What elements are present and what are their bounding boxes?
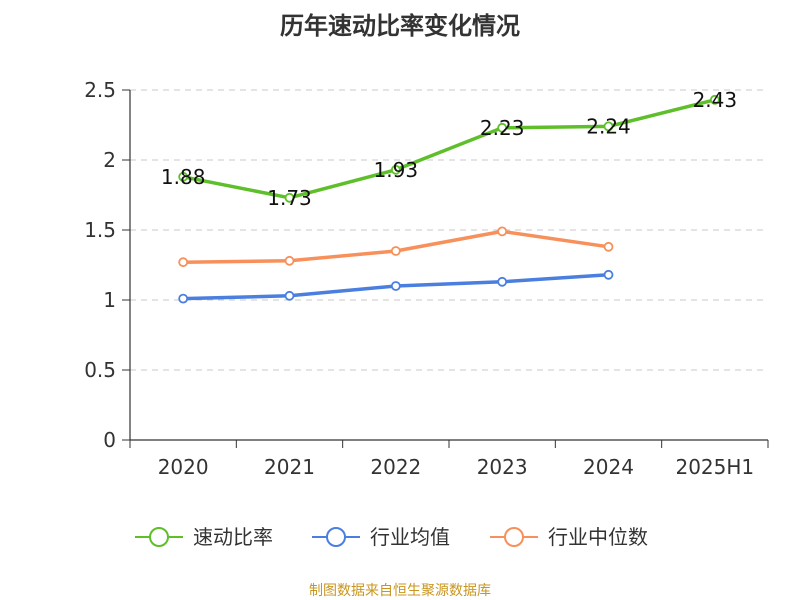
legend-marker <box>504 527 524 547</box>
y-tick-label: 1.5 <box>84 218 116 242</box>
y-tick-label: 2 <box>103 148 116 172</box>
x-tick-label: 2021 <box>264 455 315 479</box>
y-tick-label: 0 <box>103 428 116 452</box>
x-tick-label: 2024 <box>583 455 634 479</box>
data-point <box>390 246 401 256</box>
legend-marker <box>149 527 169 547</box>
x-tick-label: 2020 <box>158 455 209 479</box>
chart-title: 历年速动比率变化情况 <box>280 12 520 40</box>
data-point <box>284 290 295 301</box>
series-line-0 <box>182 98 716 200</box>
x-tick-label: 2025H1 <box>675 455 754 479</box>
data-point <box>178 293 189 304</box>
data-label: 2.43 <box>693 88 738 112</box>
y-tick-label: 1 <box>103 288 116 312</box>
data-point <box>497 226 508 237</box>
data-point <box>390 281 401 291</box>
legend-marker <box>326 527 346 547</box>
legend-label: 速动比率 <box>193 525 273 549</box>
data-point <box>178 257 189 268</box>
source-note: 制图数据来自恒生聚源数据库 <box>309 583 491 599</box>
data-label: 2.24 <box>586 114 631 138</box>
x-tick-label: 2022 <box>370 455 421 479</box>
data-point <box>603 241 614 252</box>
data-label: 1.73 <box>267 186 312 210</box>
data-label: 1.93 <box>374 158 419 182</box>
data-point <box>709 94 720 105</box>
legend-label: 行业中位数 <box>548 525 648 549</box>
data-point <box>603 121 614 132</box>
data-point <box>603 269 614 280</box>
data-point <box>178 171 189 182</box>
legend-label: 行业均值 <box>370 525 450 549</box>
y-tick-label: 2.5 <box>84 78 116 102</box>
data-point <box>497 122 508 133</box>
data-point <box>284 255 295 266</box>
data-point <box>497 276 508 287</box>
y-tick-label: 0.5 <box>84 358 116 382</box>
data-label: 1.88 <box>161 165 206 189</box>
data-point <box>390 164 401 175</box>
data-label: 2.23 <box>480 116 525 140</box>
x-tick-label: 2023 <box>477 455 528 479</box>
data-point <box>284 192 295 203</box>
